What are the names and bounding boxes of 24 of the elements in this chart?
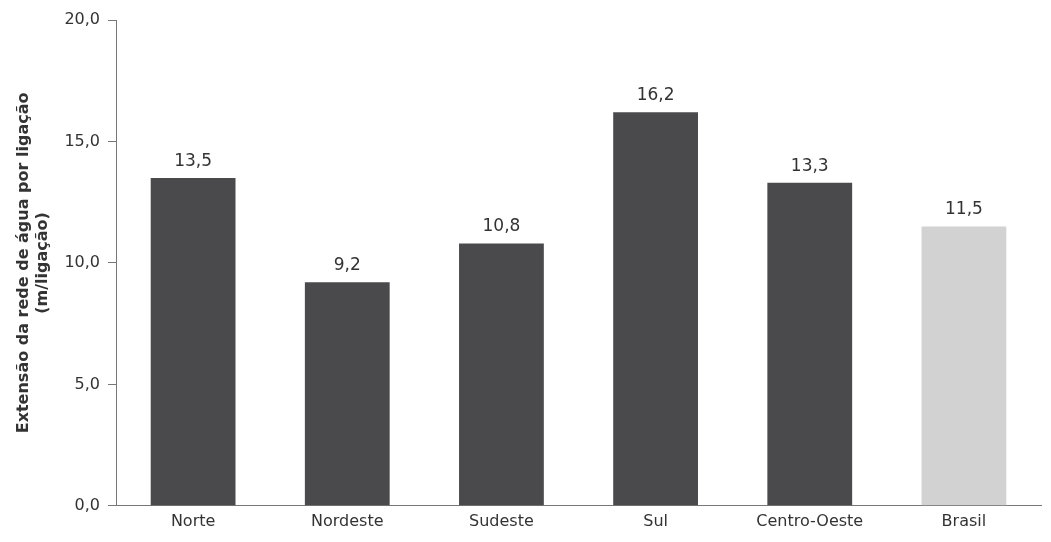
y-tick-label: 5,0 — [74, 373, 101, 393]
data-label: 13,5 — [174, 149, 213, 170]
y-tick-label: 15,0 — [64, 130, 101, 150]
x-tick-label: Sudeste — [469, 510, 534, 530]
y-tick-label: 10,0 — [64, 252, 101, 272]
x-tick-label: Norte — [170, 510, 216, 530]
y-axis-title: Extensão da rede de água por ligação (m/ligação) — [12, 92, 51, 434]
data-label: 11,5 — [944, 198, 983, 219]
y-tick-label: 20,0 — [64, 9, 101, 29]
x-tick-label: Sul — [643, 510, 668, 530]
x-tick-label: Centro-Oeste — [756, 510, 864, 530]
y-tick-label: 0,0 — [74, 494, 101, 514]
bar — [767, 182, 853, 506]
bar — [459, 243, 544, 506]
data-label: 13,3 — [790, 154, 829, 175]
data-label: 16,2 — [636, 84, 675, 105]
x-tick-label: Brasil — [941, 510, 987, 530]
data-label: 9,2 — [333, 254, 361, 275]
data-label: 10,8 — [482, 215, 521, 236]
bar — [150, 177, 236, 506]
bar — [921, 226, 1007, 506]
x-tick-label: Nordeste — [311, 510, 384, 530]
bar — [304, 282, 390, 506]
bar — [613, 112, 698, 506]
